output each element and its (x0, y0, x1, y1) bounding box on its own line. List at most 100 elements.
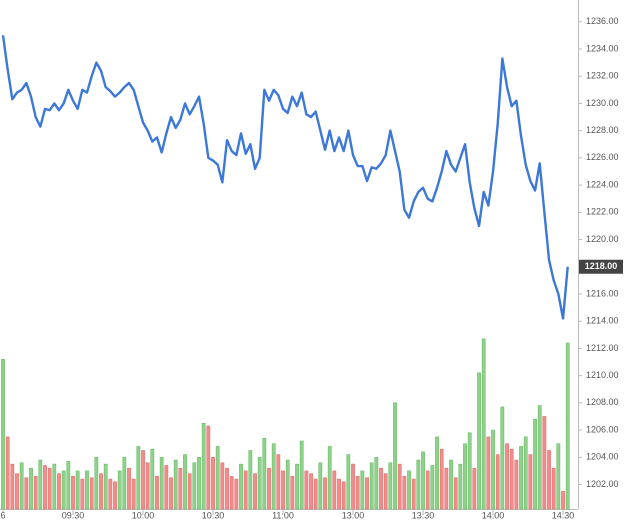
volume-bar (542, 416, 547, 510)
price-line (1, 35, 569, 320)
volume-bar (262, 437, 267, 510)
volume-bar (117, 470, 122, 510)
volume-bar (486, 436, 491, 510)
volume-bar (211, 457, 215, 510)
volume-bar (281, 470, 285, 510)
volume-bar (528, 454, 533, 510)
volume-bar (360, 470, 365, 510)
volume-bar (523, 436, 528, 510)
volume-bar (355, 476, 360, 510)
volume-bar (411, 478, 416, 510)
y-tick-label: 1222.00 (586, 207, 619, 217)
volume-bar (556, 443, 561, 510)
volume-bar (383, 473, 388, 510)
volume-bar (435, 436, 439, 510)
volume-bar (379, 467, 383, 510)
volume-bar (187, 473, 192, 510)
volume-bar (15, 473, 19, 510)
volume-bar (551, 467, 556, 510)
volume-bar (127, 467, 131, 510)
volume-bar (243, 470, 248, 510)
volume-bar (393, 402, 397, 510)
volume-bar (248, 450, 253, 510)
volume-bar (103, 463, 108, 510)
y-tick-label: 1236.00 (586, 16, 619, 26)
volume-bar (369, 462, 374, 510)
volume-bar (313, 478, 318, 510)
volume-bar (514, 459, 519, 510)
volume-bar (19, 462, 24, 510)
volume-bar (309, 473, 313, 510)
volume-bar (304, 470, 309, 510)
x-tick-label: 6 (0, 510, 5, 520)
volume-bar (327, 446, 332, 510)
volume-bar (425, 470, 430, 510)
volume-bar (416, 459, 421, 510)
volume-bar (519, 446, 523, 510)
volume-bar (439, 448, 444, 510)
volume-bar (192, 462, 197, 510)
y-tick-label: 1202.00 (586, 479, 619, 489)
volume-bar (565, 342, 570, 510)
volume-bar (75, 470, 80, 510)
volume-bar (169, 477, 173, 510)
volume-bar (453, 477, 458, 510)
volume-bar (99, 473, 103, 510)
volume-bar (402, 476, 407, 510)
volume-bar (351, 463, 355, 510)
volume-bar (38, 459, 43, 510)
volume-bar (295, 463, 299, 510)
volume-bar (47, 467, 52, 510)
volume-bar (61, 470, 66, 510)
volume-bar (141, 450, 145, 510)
last-price-label: 1218.00 (585, 261, 618, 271)
volume-bar (183, 454, 187, 510)
volume-bar (85, 470, 89, 510)
volume-bar (52, 463, 57, 510)
volume-bar (201, 423, 206, 510)
volume-bar (500, 406, 505, 510)
x-tick-label: 10:30 (202, 510, 225, 520)
volume-bar (33, 476, 38, 510)
volume-bar (239, 463, 243, 510)
volume-bar (108, 478, 113, 510)
volume-bar (477, 372, 481, 510)
y-tick-label: 1214.00 (586, 316, 619, 326)
volume-bar (458, 463, 463, 510)
volume-bar (71, 476, 75, 510)
volume-bar (94, 457, 99, 510)
volume-bar (397, 463, 402, 510)
volume-bar (421, 451, 425, 510)
volume-bar (430, 465, 435, 510)
volume-bar (173, 459, 178, 510)
volume-bar (136, 446, 141, 510)
x-tick-label: 09:30 (62, 510, 85, 520)
volume-bar (80, 478, 85, 510)
volume-bar (253, 473, 257, 510)
y-tick-label: 1234.00 (586, 43, 619, 53)
volume-bar (43, 465, 47, 510)
x-tick-label: 13:00 (342, 510, 365, 520)
y-tick-label: 1216.00 (586, 288, 619, 298)
volume-bar (509, 448, 514, 510)
volume-bar (365, 477, 369, 510)
volume-bar (472, 467, 477, 510)
volume-bar (24, 477, 29, 510)
volume-bar (491, 429, 495, 510)
volume-bar (290, 476, 295, 510)
volume-bar (197, 457, 201, 510)
volume-bar (341, 481, 346, 510)
volume-bar (57, 473, 61, 510)
volume-bar (150, 448, 155, 510)
volume-bar (89, 477, 94, 510)
y-tick-label: 1220.00 (586, 234, 619, 244)
volume-bar (10, 463, 15, 510)
volume-bar (299, 440, 304, 510)
volume-bar (113, 481, 117, 510)
volume-bar (5, 436, 10, 510)
volume-bar (164, 465, 169, 510)
y-tick-label: 1232.00 (586, 71, 619, 81)
y-tick-label: 1212.00 (586, 343, 619, 353)
x-tick-label: 14:00 (482, 510, 505, 520)
